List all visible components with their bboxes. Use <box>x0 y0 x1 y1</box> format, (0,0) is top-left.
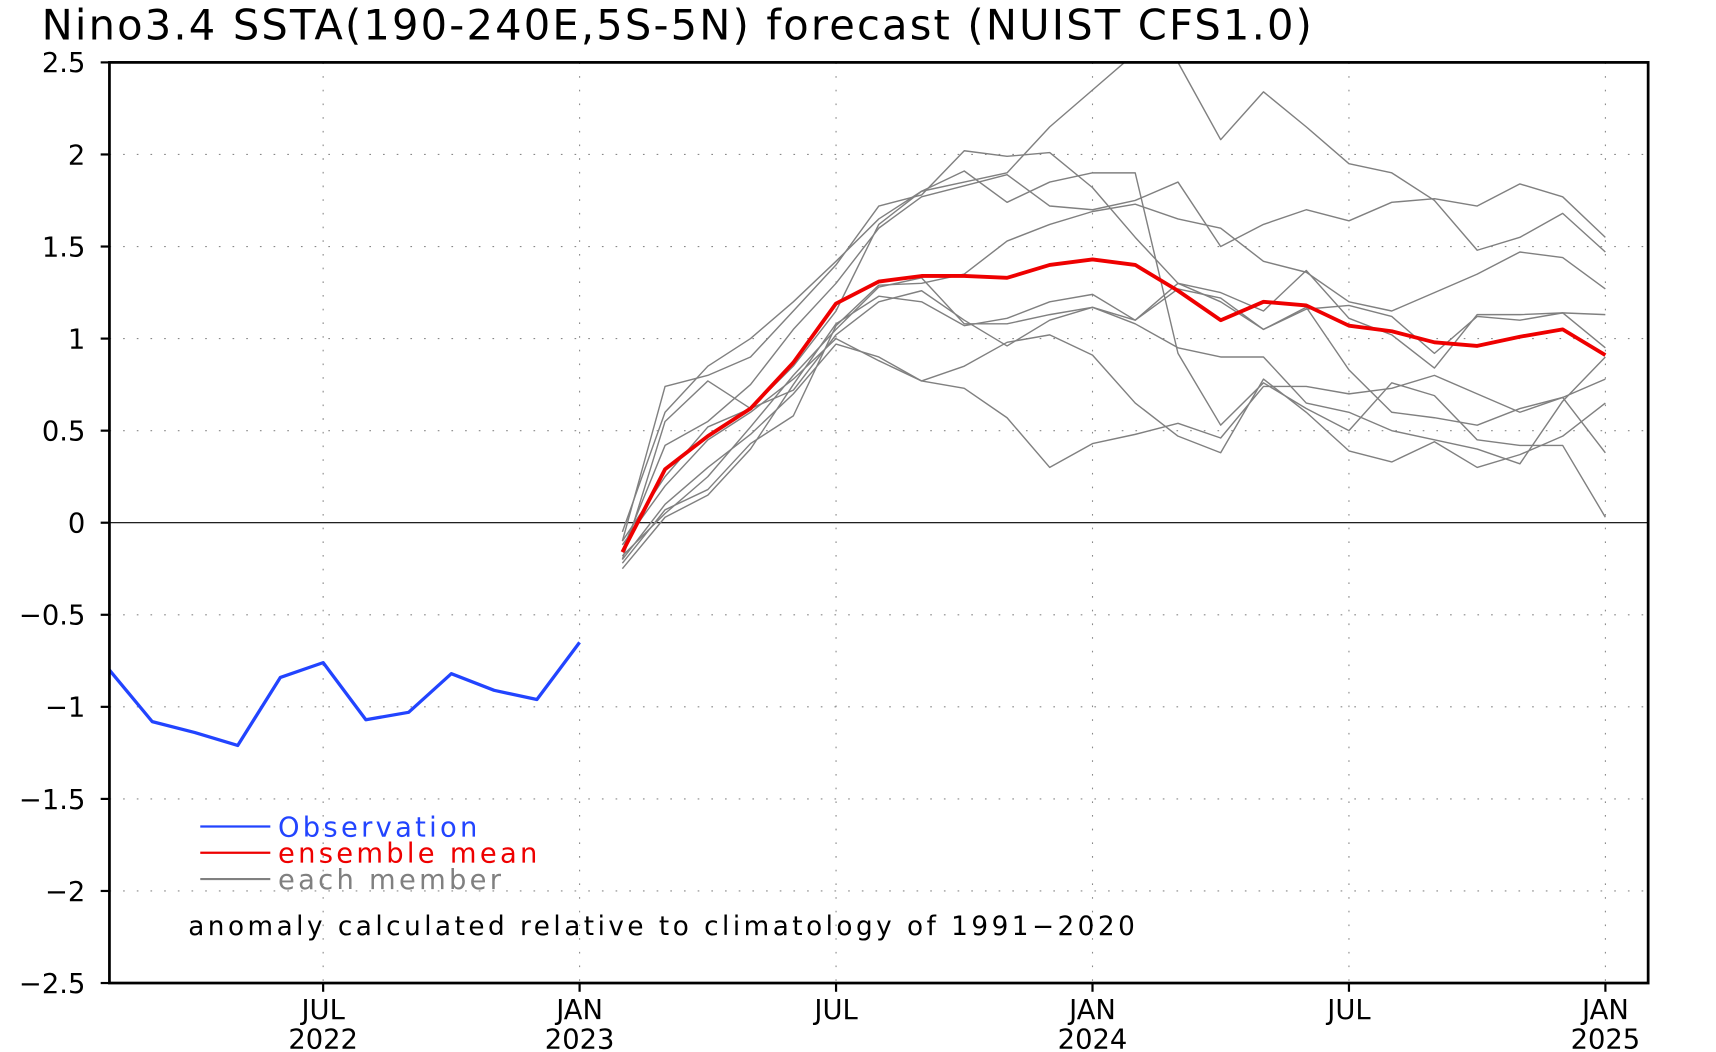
y-tick-label: −1.5 <box>19 785 85 816</box>
member-line <box>621 334 1606 560</box>
observation-line <box>109 641 581 748</box>
x-tick-label-year: 2023 <box>545 1025 615 1052</box>
y-tick-label: −0.5 <box>19 601 85 632</box>
x-tick-label-month: JAN <box>1067 995 1116 1026</box>
y-tick-label: 1 <box>68 324 85 355</box>
x-tick-label-year: 2022 <box>288 1025 358 1052</box>
y-tick-label: −2 <box>45 877 85 908</box>
member-line <box>621 170 1606 560</box>
chart-title: Nino3.4 SSTA(190-240E,5S-5N) forecast (N… <box>42 0 1314 49</box>
y-tick-label: −1 <box>45 693 85 724</box>
member-line <box>621 269 1606 570</box>
ensemble-mean-line-group <box>620 257 1607 554</box>
y-tick-label: −2.5 <box>19 969 85 1000</box>
x-tick-label-month: JAN <box>554 995 603 1026</box>
member-line <box>621 337 1606 546</box>
x-tick-label-year: 2025 <box>1571 1025 1641 1052</box>
x-tick-label-month: JUL <box>812 995 858 1026</box>
legend-label-observation: Observation <box>278 812 481 843</box>
grid <box>109 62 1649 984</box>
ensemble-mean-line <box>620 257 1607 554</box>
y-tick-label: 0 <box>68 509 85 540</box>
climatology-annotation: anomaly calculated relative to climatolo… <box>188 912 1138 942</box>
x-tick-label-month: JAN <box>1580 995 1629 1026</box>
x-tick-label-year: 2024 <box>1058 1025 1128 1052</box>
y-tick-label: 2.5 <box>42 48 86 79</box>
member-line <box>621 62 1606 533</box>
x-tick-label-month: JUL <box>1325 995 1371 1026</box>
member-line <box>621 150 1606 542</box>
member-line <box>621 290 1606 542</box>
plot-frame <box>108 61 1650 985</box>
member-line <box>621 203 1606 564</box>
observation-line-group <box>109 641 581 748</box>
y-tick-label: 1.5 <box>42 232 86 263</box>
legend: Observation ensemble mean each member <box>200 812 541 896</box>
legend-label-ensemble-mean: ensemble mean <box>278 839 541 870</box>
y-tick-label: 2 <box>68 140 85 171</box>
axes <box>100 61 1650 992</box>
member-lines <box>621 62 1606 570</box>
member-line <box>621 174 1606 551</box>
x-tick-label-month: JUL <box>299 995 345 1026</box>
legend-label-each-member: each member <box>278 865 504 896</box>
y-tick-labels: 2.5 2 1.5 1 0.5 0 −0.5 −1 −1.5 −2 −2.5 <box>19 48 85 1000</box>
y-tick-label: 0.5 <box>42 417 86 448</box>
